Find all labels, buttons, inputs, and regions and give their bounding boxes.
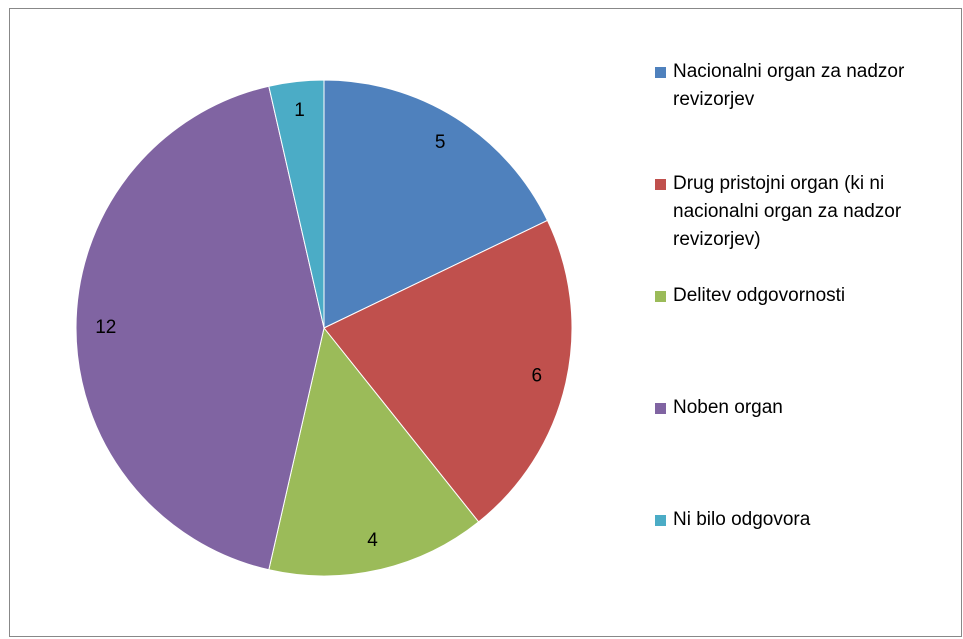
legend-label: Noben organ (673, 397, 783, 418)
pie-slice (323, 219, 573, 523)
data-label: 1 (294, 100, 305, 121)
legend-swatch (655, 515, 666, 526)
pie-slice (268, 326, 480, 577)
data-label: 6 (531, 366, 542, 387)
pie-slice (323, 79, 549, 329)
legend-item: Ni bilo odgovora (655, 506, 955, 534)
legend-item: Drug pristojni organ (ki ni nacionalni o… (655, 170, 955, 254)
legend-swatch (655, 403, 666, 414)
pie-slice (75, 85, 325, 571)
legend-item: Nacionalni organ za nadzor revizorjev (655, 58, 955, 114)
data-label: 4 (367, 530, 378, 551)
legend-item: Delitev odgovornosti (655, 282, 955, 310)
legend-label: Nacionalni organ za nadzor revizorjev (673, 61, 905, 110)
data-label: 5 (435, 132, 446, 153)
legend-label: Ni bilo odgovora (673, 509, 811, 530)
legend-swatch (655, 179, 666, 190)
pie-slice (268, 79, 325, 329)
legend-item: Noben organ (655, 394, 955, 422)
legend-label: Drug pristojni organ (ki ni nacionalni o… (673, 173, 902, 250)
data-label: 12 (95, 317, 116, 338)
legend-label: Delitev odgovornosti (673, 285, 846, 306)
legend-swatch (655, 291, 666, 302)
legend-swatch (655, 67, 666, 78)
